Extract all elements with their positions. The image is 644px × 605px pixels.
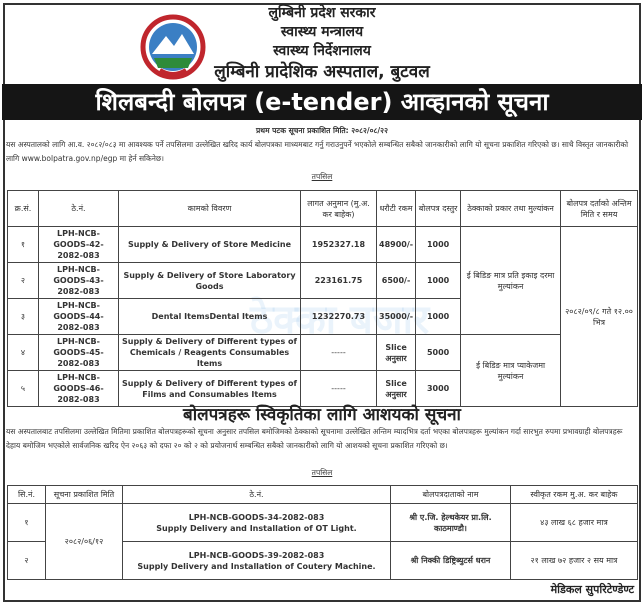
table-header: सि.नं. सूचना प्रकाशित मिति ठे.नं. बोलपत्… [7,485,638,504]
cell: LPH-NCB-GOODS-45-2082-083 [38,334,119,371]
hospital-name: लुम्बिनी प्रादेशिक अस्पताल, बुटवल [214,62,430,82]
directorate-name: स्वास्थ्य निर्देशनालय [273,43,371,59]
col-header: बोलपत्रदाताको नाम [390,485,511,504]
intro-text: यस अस्पतालको लागि आ.व. २०८२/०८३ मा आवश्य… [6,140,629,163]
cell: LPH-NCB-GOODS-46-2082-083 [38,370,119,407]
notice-frame [3,3,641,602]
province-name: लुम्बिनी प्रदेश सरकार [268,5,376,21]
deadline: २०८२/०९/८ गते १२.०० भित्र [560,226,638,407]
cell: Supply & Delivery of Different types of … [118,370,301,407]
notice-title: शिलबन्दी बोलपत्र (e-tender) आव्हानको सूच… [2,84,642,120]
contract-type: ई बिडिङ मात्र प्रति इकाइ दरमा मुल्यांकन [460,226,562,335]
approved-amount: २१ लाख ७२ हजार २ सय मात्र [510,541,638,580]
cell: 3000 [415,370,462,407]
tender-no: LPH-NCB-GOODS-34-2082-083 [188,512,325,522]
cell: LPH-NCB-GOODS-43-2082-083 [38,262,119,299]
cell: Supply & Delivery of Different types of … [118,334,301,371]
nepal-emblem-logo [140,14,206,80]
award-table: सि.नं. सूचना प्रकाशित मिति ठे.नं. बोलपत्… [7,485,638,580]
section2-text: यस अस्पतालबाट तपसिलमा उल्लेखित मितिमा प्… [6,427,623,450]
cell: LPH-NCB-GOODS-44-2082-083 [38,298,119,335]
tapsil-label: तपसिल [311,172,333,181]
cell: LPH-NCB-GOODS-34-2082-083 Supply Delivery… [122,503,391,542]
tender-no: LPH-NCB-GOODS-39-2082-083 [188,550,325,560]
tapsil-label-2: तपसिल [311,468,333,477]
col-header: कामको विवरण [118,190,301,227]
table-row: १ LPH-NCB-GOODS-42-2082-083 Supply & Deliv… [7,226,638,407]
cell: ४ [7,334,39,371]
signatory: मेडिकल सुपरिटेण्डेण्ट [550,583,634,596]
notice-date: २०८२/०६/१२ [45,503,123,580]
cell: LPH-NCB-GOODS-42-2082-083 [38,226,119,263]
section2-title: बोलपत्रहरू स्विकृतिका लागि आशयको सूचना [183,405,461,425]
bidder-name: श्री ए.जि. हेल्थकेयर प्रा.लि. काठमाण्डौ। [390,503,511,542]
publish-date: प्रथम पटक सूचना प्रकाशित मिति: २०८२/०८/२… [256,126,388,135]
cell: Slice अनुसार [375,334,417,371]
tender-table: क्र.सं. ठे.नं. कामको विवरण लागत अनुमान (… [7,190,638,407]
cell: Supply & Delivery of Store Laboratory Go… [118,262,301,299]
cell: २ [7,262,39,299]
cell: ----- [300,334,377,371]
table-row: १ २०८२/०६/१२ LPH-NCB-GOODS-34-2082-083 Su… [7,503,638,580]
table-row: २ LPH-NCB-GOODS-43-2082-083 Supply & Deliv… [7,262,638,299]
table-header: क्र.सं. ठे.नं. कामको विवरण लागत अनुमान (… [7,190,638,227]
col-header: ठे.नं. [38,190,119,227]
header: लुम्बिनी प्रदेश सरकार स्वास्थ्य मन्त्राल… [0,4,644,83]
bidder-name: श्री निक्की डिष्ट्रिब्युटर्स धरान [390,541,511,580]
col-header: सि.नं. [7,485,46,504]
cell: 6500/- [375,262,417,299]
col-header: ठेक्काको प्रकार तथा मुल्यांकन [460,190,562,227]
col-header: धरौटी रकम [375,190,417,227]
cell: 1000 [415,298,462,335]
cell: १ [7,503,46,542]
tender-desc: Supply Delivery and Installation of Cout… [137,561,376,571]
col-header: बोलपत्र दर्ताको अन्तिम मिति र समय [560,190,638,227]
cell: 35000/- [375,298,417,335]
table-row: ४ LPH-NCB-GOODS-45-2082-083 Supply & Deliv… [7,334,638,407]
col-header: ठे.नं. [122,485,391,504]
table-row: २ LPH-NCB-GOODS-39-2082-083 Supply Delive… [7,541,638,580]
cell: Dental ItemsDental Items [118,298,301,335]
cell: ५ [7,370,39,407]
cell: 1952327.18 [300,226,377,263]
cell: 1000 [415,262,462,299]
cell: Supply & Delivery of Store Medicine [118,226,301,263]
col-header: स्वीकृत रकम मु.अ. कर बाहेक [510,485,638,504]
cell: २ [7,541,46,580]
cell: 1000 [415,226,462,263]
ministry-name: स्वास्थ्य मन्त्रालय [280,24,364,40]
contract-type: ई बिडिङ मात्र प्याकेजमा मुल्यांकन [460,334,562,407]
cell: १ [7,226,39,263]
approved-amount: ४३ लाख ६८ हजार मात्र [510,503,638,542]
cell: 223161.75 [300,262,377,299]
col-header: सूचना प्रकाशित मिति [45,485,123,504]
tender-desc: Supply Delivery and Installation of OT L… [156,523,357,533]
cell: LPH-NCB-GOODS-39-2082-083 Supply Delivery… [122,541,391,580]
cell: 5000 [415,334,462,371]
cell: 1232270.73 [300,298,377,335]
cell: ३ [7,298,39,335]
table-row: ५ LPH-NCB-GOODS-46-2082-083 Supply & Deliv… [7,370,638,407]
cell: 48900/- [375,226,417,263]
col-header: बोलपत्र दस्तुर [415,190,462,227]
cell: Slice अनुसार [375,370,417,407]
col-header: क्र.सं. [7,190,39,227]
col-header: लागत अनुमान (मु.अ. कर बाहेक) [300,190,377,227]
